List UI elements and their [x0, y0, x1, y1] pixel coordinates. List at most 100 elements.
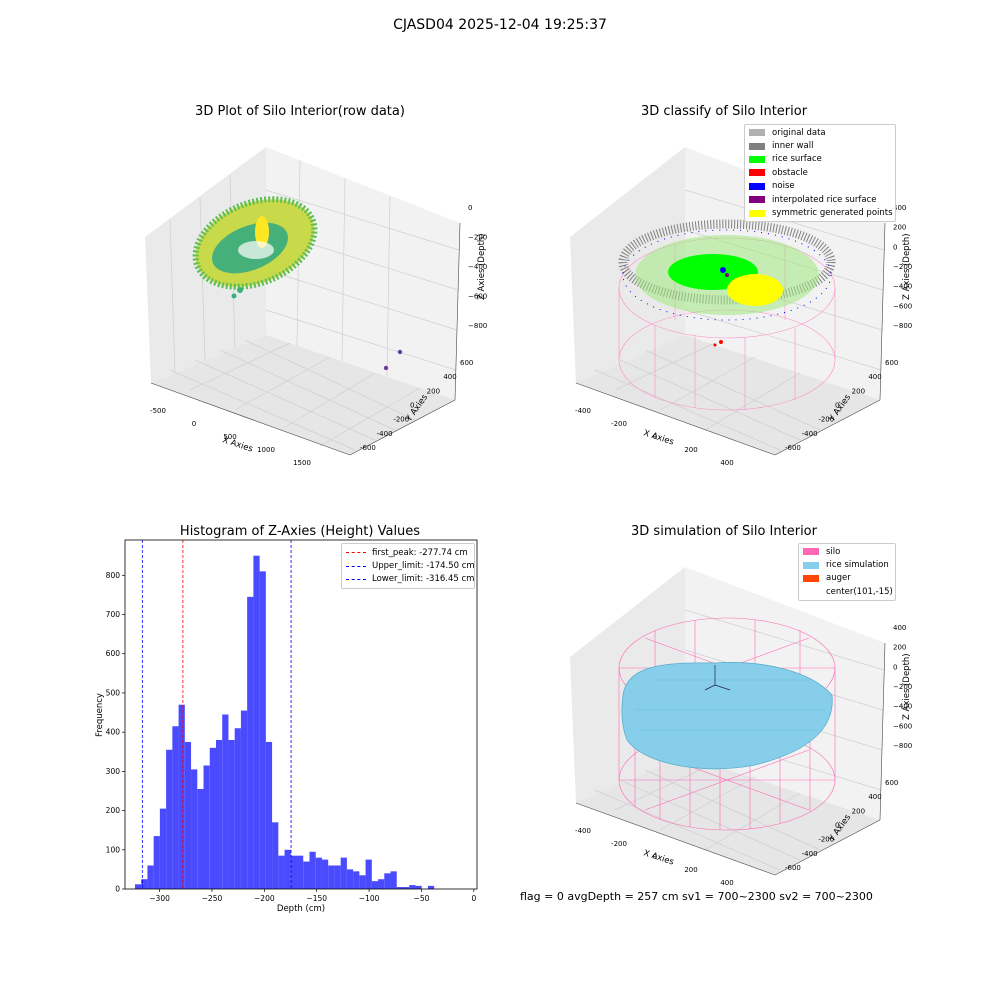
legend-entry: interpolated rice surface: [745, 193, 895, 206]
legend-label: inner wall: [772, 141, 814, 152]
y-tick-label: 800: [106, 571, 121, 580]
histogram-frame: [124, 539, 478, 890]
legend-swatch: [749, 169, 765, 177]
p1-y-tick: 600: [460, 359, 473, 367]
legend-swatch: [749, 209, 765, 217]
y-tick-label: 500: [106, 688, 121, 697]
p1-x-tick: 500: [223, 433, 236, 441]
histogram-bar: [390, 871, 397, 889]
p1-y-tick: -600: [360, 444, 376, 452]
histogram-bar: [228, 739, 235, 889]
histogram-reference-lines: [141, 540, 292, 889]
p4-z-tick: −400: [893, 703, 912, 711]
histogram-bar: [346, 869, 354, 889]
histogram-bar: [427, 885, 435, 889]
legend-label: auger: [826, 573, 851, 584]
legend-swatch: [803, 574, 819, 582]
legend-entry: inner wall: [745, 139, 895, 152]
legend-entry: first_peak: -277.74 cm: [342, 546, 474, 559]
legend-swatch: [803, 548, 819, 556]
p1-z-tick: 0: [468, 204, 472, 212]
p4-y-tick: 400: [868, 793, 881, 801]
p2-y-tick: 400: [868, 373, 881, 381]
legend-entry: noise: [745, 180, 895, 193]
histogram-chart: −300 −250 −200 −150 −100 −50 0 0 100 200 300 400 50…: [95, 539, 478, 914]
histogram-bar: [359, 875, 366, 889]
plot2-legend: original data inner wall rice surface obsta…: [744, 124, 896, 222]
p2-y-tick: 0: [835, 402, 839, 410]
histogram-bars: [134, 555, 435, 889]
p2-z-tick: 0: [893, 243, 897, 251]
legend-entry: center(101,-15): [799, 585, 895, 598]
x-tick-label: −200: [254, 894, 275, 903]
p1-z-tick: −400: [468, 263, 487, 271]
legend-swatch: [803, 588, 819, 595]
p2-x-tick: 400: [720, 459, 733, 467]
legend-label: original data: [772, 127, 826, 138]
p2-z-tick: −600: [893, 302, 912, 310]
p2-y-tick: 200: [852, 387, 865, 395]
p1-y-tick: -200: [393, 416, 409, 424]
histogram-bar: [166, 749, 173, 889]
plot4-rice-surface: [621, 662, 833, 770]
p2-z-tick: 200: [893, 224, 906, 232]
histogram-bar: [378, 879, 385, 889]
p1-y-tick: 200: [427, 387, 440, 395]
histogram-bar: [265, 741, 273, 889]
legend-entry: Lower_limit: -316.45 cm: [342, 573, 474, 586]
histogram-bar: [253, 555, 260, 889]
histogram-bar: [159, 808, 167, 889]
p1-y-tick: 400: [443, 373, 456, 381]
p2-x-tick: 0: [653, 433, 657, 441]
x-tick-label: 0: [471, 894, 476, 903]
p4-y-tick: -200: [818, 836, 834, 844]
legend-entry: auger: [799, 572, 895, 585]
legend-label: Upper_limit: -174.50 cm: [372, 561, 475, 572]
y-tick-label: 0: [115, 885, 120, 894]
p4-y-tick: 200: [852, 807, 865, 815]
histogram-bar: [184, 741, 192, 889]
histogram-bar: [353, 871, 360, 889]
histogram-bar: [328, 865, 335, 889]
histogram-bar: [222, 714, 229, 889]
histogram-bar: [209, 747, 216, 889]
legend-entry: rice surface: [745, 153, 895, 166]
y-tick-label: 300: [106, 767, 121, 776]
plot1-xlabel: X Axies: [221, 435, 254, 454]
legend-label: noise: [772, 181, 795, 192]
plot1-grid: [169, 159, 460, 451]
plot1-zlabel: Z Axies (Depth): [477, 233, 487, 300]
legend-entry: symmetric generated points: [745, 206, 895, 219]
p2-z-tick: −200: [893, 263, 912, 271]
legend-label: obstacle: [772, 167, 808, 178]
plot2-xlabel: X Axies: [642, 428, 675, 447]
p4-z-tick: −600: [893, 722, 912, 730]
histogram-bar: [141, 879, 148, 889]
p4-z-tick: 0: [893, 663, 897, 671]
p2-y-tick: 600: [885, 359, 898, 367]
p4-x-tick: -400: [575, 827, 591, 835]
status-footer: flag = 0 avgDepth = 257 cm sv1 = 700~230…: [520, 890, 873, 903]
p4-y-tick: -600: [785, 864, 801, 872]
x-tick-label: −300: [149, 894, 170, 903]
legend-label: symmetric generated points: [772, 208, 893, 219]
histogram-bar: [247, 596, 254, 889]
p2-z-tick: −400: [893, 283, 912, 291]
p4-y-tick: 600: [885, 779, 898, 787]
histogram-bar: [340, 857, 347, 889]
histogram-xlabel: Depth (cm): [277, 904, 325, 914]
y-tick-label: 400: [106, 728, 121, 737]
legend-label: Lower_limit: -316.45 cm: [372, 574, 475, 585]
histogram-bar: [191, 769, 198, 889]
x-tick-label: −150: [306, 894, 327, 903]
p2-x-tick: -400: [575, 407, 591, 415]
y-tick-label: 600: [106, 649, 121, 658]
plot1-panes: [145, 147, 460, 455]
p2-z-tick: 400: [893, 204, 906, 212]
p1-z-tick: −800: [468, 322, 487, 330]
legend-line-swatch: [346, 565, 366, 567]
histogram-bar: [153, 836, 160, 889]
p4-z-tick: −200: [893, 683, 912, 691]
histogram-bar: [147, 865, 154, 889]
histogram-bar: [215, 739, 223, 889]
